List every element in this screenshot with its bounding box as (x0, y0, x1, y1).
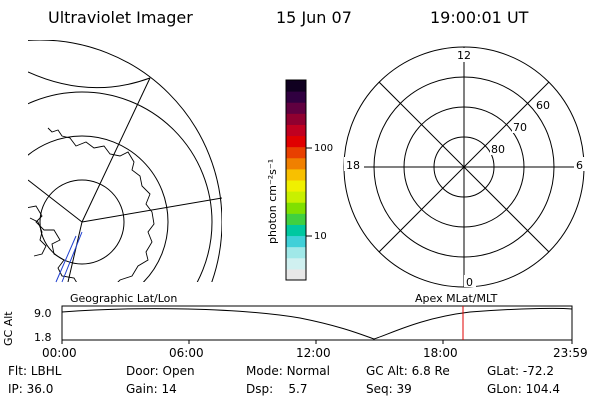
info-seq: Seq: 39 (366, 382, 412, 396)
info-door: Door: Open (126, 364, 195, 378)
colorbar-band (286, 146, 306, 159)
map-latitude-circle (39, 179, 125, 265)
colorbar-band (286, 224, 306, 237)
label-bg (512, 120, 530, 133)
label-bg (574, 157, 586, 171)
label-bg (464, 275, 476, 287)
altitude-curve (61, 307, 573, 340)
mlt-label-0: 0 (466, 276, 473, 289)
colorbar-band (286, 268, 306, 281)
coastline (29, 217, 47, 257)
timeline-left-label: Geographic Lat/Lon (70, 292, 177, 305)
spacecraft-track (55, 231, 83, 283)
lat-label-70: 70 (513, 121, 527, 134)
lat-label-80: 80 (491, 143, 505, 156)
colorbar-band (286, 202, 306, 214)
map-meridian (81, 197, 222, 223)
colorbar-tick-label: 10 (314, 231, 327, 242)
mlt-label-12: 12 (457, 49, 471, 62)
colorbar-band (286, 235, 306, 248)
timeline-frame (61, 305, 573, 341)
timeline-ticks (61, 340, 573, 344)
colorbar-band (286, 135, 306, 148)
instrument-title: Ultraviolet Imager (48, 8, 193, 27)
colorbar-band (286, 213, 306, 225)
colorbar-band (286, 91, 306, 103)
map-meridian (28, 179, 83, 223)
colorbar-band (286, 124, 306, 137)
timeline-xtick: 23:59 (553, 346, 588, 360)
info-filter: Flt: LBHL (8, 364, 62, 378)
time-label: 19:00:01 UT (430, 8, 529, 27)
date-label: 15 Jun 07 (276, 8, 352, 27)
mlt-label-18: 18 (346, 159, 360, 172)
polar-plot (343, 46, 585, 288)
timeline-xtick: 00:00 (42, 346, 77, 360)
colorbar-tick-label: 100 (314, 143, 333, 154)
colorbar-band (286, 80, 306, 92)
timeline-xtick: 12:00 (296, 346, 331, 360)
colorbar-band (286, 113, 306, 125)
colorbar-band (286, 102, 306, 114)
colorbar-band (286, 191, 306, 203)
lat-label-60: 60 (536, 99, 550, 112)
altitude-timeline: GC Alt 9.0 1.8 Geographic Lat/Lon Apex M… (2, 292, 588, 360)
info-ip: IP: 36.0 (8, 382, 54, 396)
timeline-right-label: Apex MLat/MLT (415, 292, 498, 305)
colorbar-band (286, 246, 306, 259)
colorbar-frame (285, 79, 307, 281)
map-meridian (28, 71, 151, 89)
timeline-xtick: 18:00 (423, 346, 458, 360)
info-gc-alt: GC Alt: 6.8 Re (366, 364, 450, 378)
colorbar-band (286, 157, 306, 170)
colorbar-band (286, 180, 306, 192)
label-bg (455, 48, 473, 62)
colorbar-band (286, 257, 306, 270)
colorbar (286, 80, 306, 281)
info-glon: GLon: 104.4 (487, 382, 560, 396)
map-latitude-circle (28, 91, 213, 282)
info-gain: Gain: 14 (126, 382, 177, 396)
timeline-axis-label: GC Alt (2, 311, 15, 346)
label-bg (535, 98, 553, 111)
label-bg (490, 142, 508, 155)
label-bg (344, 157, 364, 171)
info-mode: Mode: Normal (246, 364, 330, 378)
map-meridian (67, 221, 83, 282)
info-dsp: Dsp: 5.7 (246, 382, 308, 396)
coastline (28, 127, 155, 282)
timeline-ytick: 1.8 (34, 331, 52, 344)
colorbar-band (286, 168, 306, 181)
timeline-ytick: 9.0 (34, 307, 52, 320)
colorbar-label: photon cm⁻²s⁻¹ (266, 159, 279, 244)
map-latitude-circle (28, 135, 169, 282)
timeline-xtick: 06:00 (169, 346, 204, 360)
polar-diagonal (378, 81, 550, 253)
map-meridian (81, 77, 151, 223)
mlt-label-6: 6 (576, 159, 583, 172)
geographic-map (28, 40, 222, 283)
info-glat: GLat: -72.2 (487, 364, 554, 378)
